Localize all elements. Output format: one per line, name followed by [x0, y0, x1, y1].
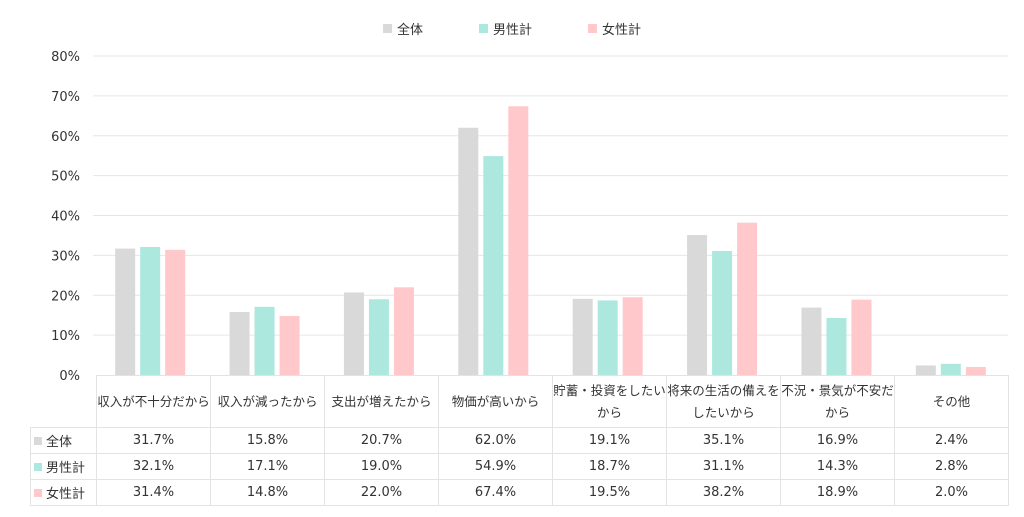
data-label: 17.1%: [210, 453, 325, 480]
y-tick-label: 50%: [51, 170, 80, 185]
bar-0-1: [140, 247, 161, 375]
data-label: 15.8%: [210, 427, 325, 454]
legend-label: 女性計: [602, 23, 642, 38]
table-corner: [31, 376, 97, 428]
data-label: 19.0%: [324, 453, 439, 480]
bar-0-0: [115, 248, 136, 375]
chart-legend: 全体 男性計 女性計: [0, 19, 1024, 38]
bar-6-1: [826, 317, 847, 375]
bar-6-0: [801, 307, 822, 375]
data-label: 31.1%: [666, 453, 781, 480]
data-label: 2.4%: [894, 427, 1009, 454]
bar-5-1: [712, 250, 733, 375]
bar-7-2: [965, 367, 986, 375]
y-tick-label: 70%: [51, 90, 80, 105]
series-name: 女性計: [46, 487, 86, 502]
bar-7-1: [940, 363, 961, 375]
legend-label: 男性計: [492, 23, 532, 38]
legend-swatch: [478, 24, 488, 33]
y-tick-label: 80%: [51, 50, 80, 65]
legend-swatch: [588, 24, 597, 33]
bar-0-2: [165, 249, 186, 375]
category-label: 支出が増えたから: [324, 375, 439, 428]
data-label: 35.1%: [666, 427, 781, 454]
table-row: 女性計 31.4% 14.8% 22.0% 67.4% 19.5% 38.2% 18.9% 2.…: [30, 479, 1009, 506]
bar-6-2: [851, 299, 872, 375]
bar-2-2: [393, 287, 414, 375]
y-tick-label: 20%: [51, 289, 80, 304]
y-tick-label: 60%: [51, 130, 80, 145]
data-label: 18.9%: [780, 479, 895, 506]
bar-1-0: [229, 311, 250, 375]
table-row: 全体 31.7% 15.8% 20.7% 62.0% 19.1% 35.1% 16.9% 2.4…: [30, 427, 1009, 454]
category-label: 不況・景気が不安だから: [780, 375, 895, 428]
bar-5-2: [737, 222, 758, 375]
category-label: 物価が高いから: [438, 375, 553, 428]
series-swatch: [34, 489, 42, 497]
y-tick-label: 40%: [51, 210, 80, 225]
legend-item: 全体: [382, 19, 423, 38]
series-swatch: [34, 463, 42, 471]
bar-5-0: [687, 235, 708, 375]
data-label: 14.3%: [780, 453, 895, 480]
legend-item: 女性計: [588, 19, 641, 38]
row-header: 男性計: [30, 453, 97, 480]
series-name: 全体: [46, 435, 73, 450]
y-tick-label: 0%: [59, 369, 80, 384]
table-row: 男性計 32.1% 17.1% 19.0% 54.9% 18.7% 31.1% 14.3% 2.…: [30, 453, 1009, 480]
bar-7-0: [915, 365, 936, 375]
data-label: 16.9%: [780, 427, 895, 454]
data-label: 54.9%: [438, 453, 553, 480]
data-label: 2.0%: [894, 479, 1009, 506]
data-label: 31.7%: [96, 427, 211, 454]
legend-label: 全体: [396, 23, 423, 38]
bar-3-1: [483, 156, 504, 375]
category-label: その他: [894, 375, 1009, 428]
row-header: 女性計: [30, 479, 97, 506]
data-label: 14.8%: [210, 479, 325, 506]
data-label: 38.2%: [666, 479, 781, 506]
category-label: 貯蓄・投資をしたいから: [552, 375, 667, 428]
category-label: 収入が不十分だから: [96, 375, 211, 428]
row-header: 全体: [30, 427, 97, 454]
category-label: 収入が減ったから: [210, 375, 325, 428]
legend-item: 男性計: [478, 19, 532, 38]
bar-1-1: [254, 306, 275, 375]
data-label: 20.7%: [324, 427, 439, 454]
table-header-row: 収入が不十分だから 収入が減ったから 支出が増えたから 物価が高いから 貯蓄・投資をした…: [31, 375, 1009, 428]
data-label: 67.4%: [438, 479, 553, 506]
data-label: 31.4%: [96, 479, 211, 506]
bar-3-0: [458, 127, 479, 376]
data-label: 62.0%: [438, 427, 553, 454]
category-label: 将来の生活の備えをしたいから: [666, 375, 781, 428]
bar-2-0: [343, 292, 364, 375]
bar-4-2: [622, 297, 643, 375]
series-name: 男性計: [46, 461, 86, 476]
legend-swatch: [382, 24, 392, 33]
data-table: 収入が不十分だから 収入が減ったから 支出が増えたから 物価が高いから 貯蓄・投資をした…: [30, 375, 1009, 506]
bar-2-1: [368, 299, 389, 375]
data-label: 19.1%: [552, 427, 667, 454]
bar-4-0: [572, 298, 593, 375]
data-label: 32.1%: [96, 453, 211, 480]
data-label: 19.5%: [552, 479, 667, 506]
bar-4-1: [597, 300, 618, 375]
series-swatch: [34, 437, 42, 445]
data-label: 22.0%: [324, 479, 439, 506]
data-label: 18.7%: [552, 453, 667, 480]
y-tick-label: 10%: [51, 329, 80, 344]
bar-3-2: [508, 106, 529, 376]
data-label: 2.8%: [894, 453, 1009, 480]
bar-1-2: [279, 315, 300, 375]
y-tick-label: 30%: [51, 249, 80, 264]
